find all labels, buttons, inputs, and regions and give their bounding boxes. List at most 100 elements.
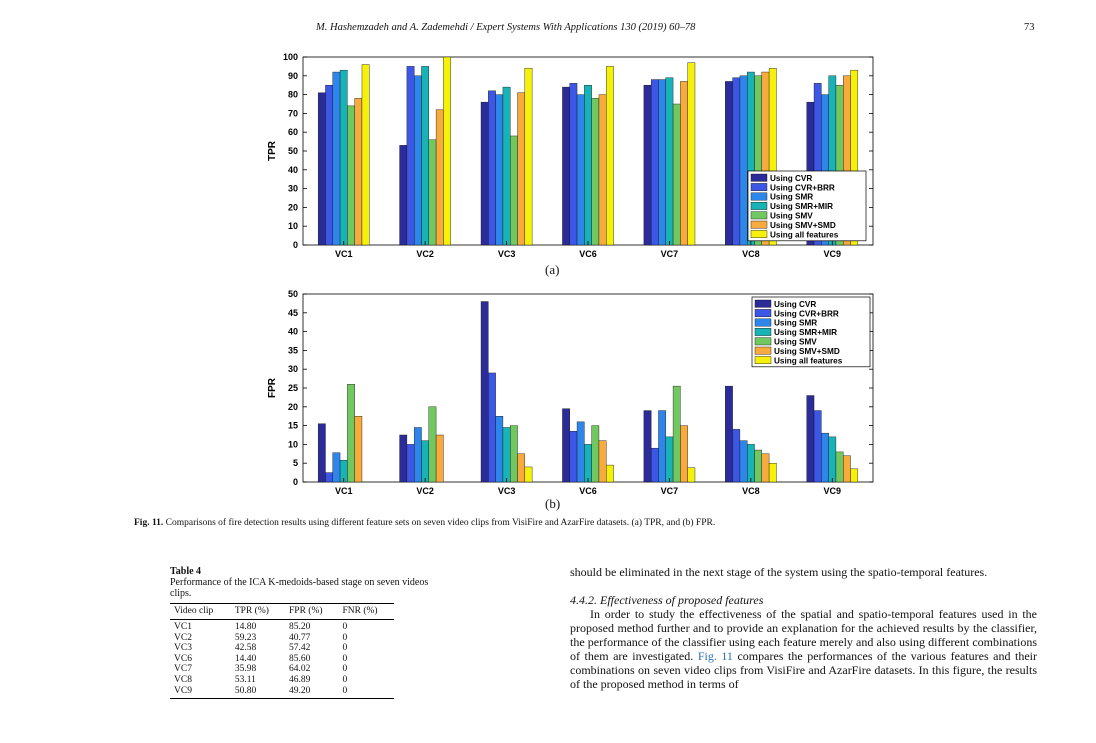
table-4: Table 4 Performance of the ICA K-medoids… [170, 566, 442, 700]
y-axis-label: FPR [267, 377, 278, 398]
y-tick-label: 35 [288, 345, 298, 355]
legend-box [747, 170, 867, 242]
x-tick-label: VC7 [661, 249, 679, 259]
legend-swatch [754, 318, 772, 327]
table-cell: 0 [342, 643, 348, 654]
bar [643, 410, 652, 483]
legend-entry: Using SMR+MIR [774, 328, 837, 337]
subfigure-label-a: (a) [545, 262, 560, 277]
bar [562, 86, 570, 246]
bar [739, 75, 748, 246]
bar [399, 434, 408, 483]
x-tick-label: VC1 [335, 486, 353, 496]
bar [591, 425, 600, 483]
legend-entry: Using CVR [770, 174, 812, 183]
bar [488, 90, 496, 246]
bar [680, 81, 688, 246]
bar [606, 464, 614, 483]
table-cell: VC8 [174, 674, 192, 685]
bar [325, 85, 333, 246]
bar [821, 432, 829, 483]
bar [650, 79, 659, 246]
bar [421, 66, 429, 246]
table-cell: 40.77 [289, 632, 311, 643]
bar [806, 395, 815, 483]
bar [576, 421, 585, 483]
table-cell: 85.60 [289, 653, 311, 664]
figure-reference-link[interactable]: Fig. 11 [697, 649, 733, 663]
table-cell: VC7 [174, 664, 192, 675]
bar [495, 94, 504, 246]
legend-entry: Using SMV+SMD [770, 221, 836, 230]
column-header: FNR (%) [338, 603, 394, 620]
table-cell: 85.20 [289, 622, 311, 632]
legend-swatch [754, 299, 772, 308]
legend-swatch [754, 337, 772, 346]
x-tick-label: VC2 [416, 486, 434, 496]
y-tick-label: 90 [288, 71, 298, 81]
bar [687, 467, 696, 483]
bar [332, 452, 341, 483]
bar [813, 410, 822, 483]
bar [761, 453, 770, 483]
table-cell: 0 [342, 664, 348, 675]
x-tick-label: VC6 [579, 249, 597, 259]
bar [768, 462, 777, 483]
bar [643, 85, 652, 246]
right-column-text: should be eliminated in the next stage o… [570, 565, 1037, 691]
legend-swatch [754, 346, 772, 355]
bar [406, 66, 415, 246]
table-cell: 0 [342, 674, 348, 685]
bar [665, 77, 674, 246]
bar [495, 415, 504, 483]
bar [354, 98, 363, 246]
paragraph: should be eliminated in the next stage o… [570, 565, 988, 579]
legend-entry: Using CVR [774, 300, 816, 309]
bar [502, 427, 511, 483]
table-cell: 49.20 [285, 685, 339, 700]
bar [725, 385, 733, 483]
bar [843, 455, 851, 483]
bar [339, 69, 348, 246]
legend-swatch [750, 211, 768, 220]
y-tick-label: 0 [293, 477, 298, 487]
bar [584, 85, 592, 246]
legend-swatch [750, 173, 768, 182]
running-header: M. Hashemzadeh and A. Zademehdi / Expert… [0, 22, 1096, 38]
bar [510, 425, 518, 483]
table-cell: 14.40 [234, 653, 257, 664]
x-tick-label: VC2 [416, 249, 434, 259]
bar [569, 431, 578, 483]
x-tick-label: VC1 [335, 249, 353, 259]
x-tick-label: VC9 [824, 249, 842, 259]
legend-entry: Using CVR+BRR [774, 309, 839, 318]
x-tick-label: VC6 [579, 486, 597, 496]
paragraph-text: In order to study the effectiveness of t… [570, 607, 1037, 663]
bar [658, 79, 666, 246]
legend-entry: Using all features [774, 356, 843, 365]
legend-swatch [754, 356, 772, 365]
y-tick-label: 20 [288, 202, 298, 212]
table-row: VC8 53.11 46.89 0 [170, 675, 394, 686]
bar [413, 75, 422, 246]
bar [325, 472, 333, 483]
bar [332, 71, 341, 246]
figure-caption: Fig. 11. Comparisons of fire detection r… [134, 518, 715, 528]
bar [687, 62, 696, 246]
paragraph-text: compares the performances of the various… [570, 649, 1038, 691]
legend-swatch [750, 230, 768, 238]
bar [768, 68, 777, 246]
legend-swatch [750, 183, 768, 191]
bar [732, 77, 741, 246]
bar [606, 66, 614, 246]
legend-box [751, 296, 871, 368]
bar [517, 453, 526, 483]
y-tick-label: 10 [288, 439, 298, 449]
bar [850, 468, 859, 483]
x-tick-label: VC8 [742, 486, 760, 496]
legend-swatch [750, 201, 768, 210]
bar [672, 103, 681, 246]
page-number: 73 [1024, 22, 1035, 33]
x-tick-label: VC9 [824, 486, 842, 496]
